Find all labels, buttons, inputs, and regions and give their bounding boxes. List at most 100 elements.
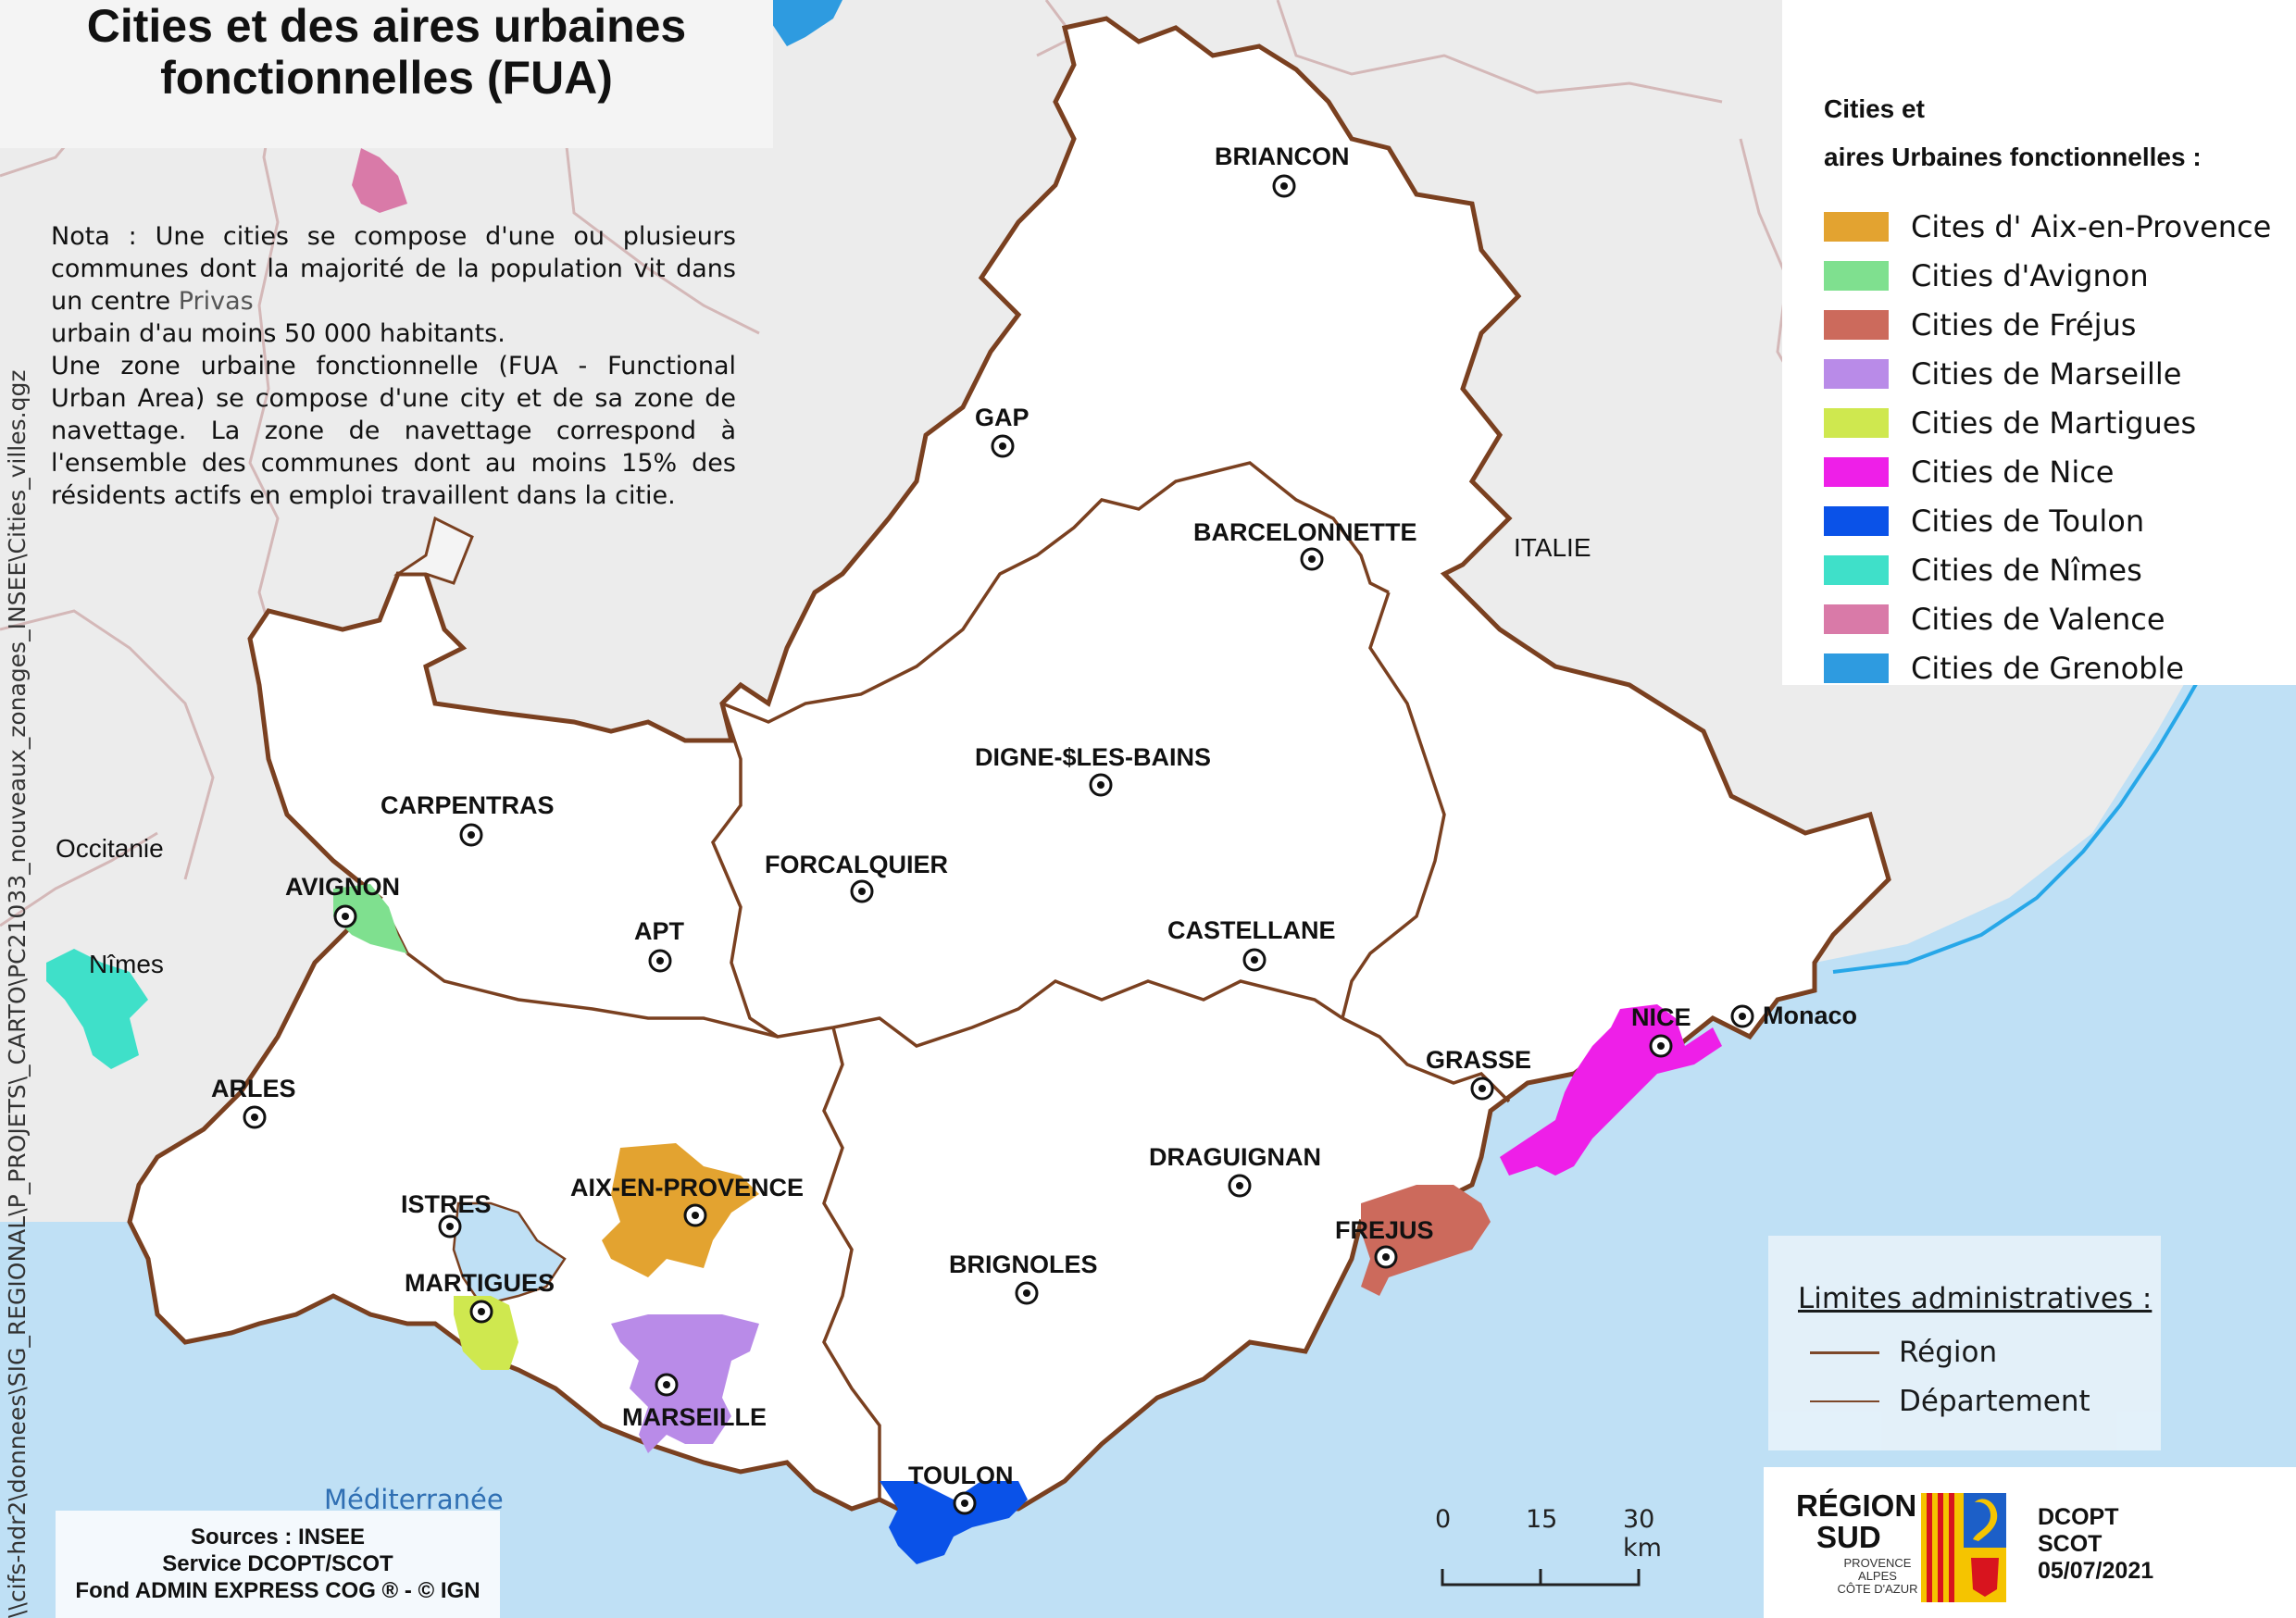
etang-de-berre: [452, 1201, 567, 1307]
label-mediterranee: Méditerranée: [324, 1484, 504, 1515]
departement-line-symbol: [1810, 1400, 1879, 1402]
limits-label-region: Région: [1899, 1336, 1998, 1369]
fua-frejus[interactable]: [1361, 1185, 1491, 1296]
sources-line3: Fond ADMIN EXPRESS COG ® - © IGN: [75, 1578, 480, 1603]
label-monaco: Monaco: [1763, 1002, 1857, 1029]
file-path-text: \\cifs-hdr2\donnees\SIG_REGIONAL\P_PROJE…: [4, 369, 31, 1618]
legend-title-line2: aires Urbaines fonctionnelles :: [1824, 143, 2202, 171]
scale-label-0: 0: [1435, 1505, 1452, 1534]
region-paca[interactable]: [127, 16, 1891, 1530]
scale-label-15: 15: [1526, 1505, 1558, 1534]
limits-panel: Limites administratives : Région Départe…: [1768, 1236, 2161, 1450]
credits-org: DCOPT: [2038, 1504, 2119, 1530]
label-toulon: TOULON: [908, 1462, 1014, 1489]
legend-item[interactable]: Cities de Valence: [1824, 594, 2271, 643]
limits-title: Limites administratives :: [1798, 1282, 2152, 1315]
label-draguignan: DRAGUIGNAN: [1149, 1143, 1321, 1171]
map-title: Cities et des aires urbaines fonctionnel…: [0, 0, 773, 104]
title-panel: Cities et des aires urbaines fonctionnel…: [0, 0, 773, 148]
legend-item-label: Cities d'Avignon: [1911, 257, 2149, 293]
nota-line3: Une zone urbaine fonctionnelle (FUA - Fu…: [51, 352, 736, 510]
label-forcalquier: FORCALQUIER: [765, 851, 948, 878]
legend-item-label: Cities de Valence: [1911, 601, 2165, 637]
label-martigues: MARTIGUES: [405, 1269, 555, 1297]
legend-item[interactable]: Cities d'Avignon: [1824, 251, 2271, 300]
legend-item[interactable]: Cites d' Aix-en-Provence: [1824, 202, 2271, 251]
legend-item[interactable]: Cities de Toulon: [1824, 496, 2271, 545]
legend-item-label: Cities de Marseille: [1911, 355, 2182, 392]
sources-line1: Sources : INSEE: [190, 1525, 366, 1550]
legend-item-label: Cities de Grenoble: [1911, 650, 2185, 686]
credits-date: 05/07/2021: [2038, 1558, 2154, 1584]
fua-valence[interactable]: [352, 148, 407, 213]
label-barcelonnette: BARCELONNETTE: [1193, 518, 1417, 546]
label-apt: APT: [634, 917, 685, 945]
scale-bar: [1441, 1569, 1641, 1587]
fua-marseille[interactable]: [611, 1314, 759, 1453]
legend-item-label: Cites d' Aix-en-Provence: [1911, 208, 2272, 244]
legend-swatch: [1824, 456, 1889, 487]
label-italie: ITALIE: [1514, 533, 1591, 562]
fua-aix[interactable]: [602, 1143, 759, 1277]
scale-label-30: 30 km: [1623, 1505, 1662, 1562]
legend-item[interactable]: Cities de Grenoble: [1824, 643, 2271, 692]
fua-grenoble[interactable]: [768, 0, 842, 46]
label-carpentras: CARPENTRAS: [381, 791, 555, 819]
fua-martigues[interactable]: [454, 1296, 518, 1370]
label-marseille: MARSEILLE: [622, 1403, 767, 1431]
legend-item[interactable]: Cities de Martigues: [1824, 398, 2271, 447]
logo-region: RÉGION: [1796, 1488, 1917, 1523]
map-title-line1: Cities et des aires urbaines: [86, 0, 687, 52]
label-occitanie: Occitanie: [56, 834, 164, 863]
legend-swatch: [1824, 653, 1889, 683]
label-briancon: BRIANCON: [1215, 143, 1350, 170]
fua-nimes[interactable]: [46, 949, 148, 1069]
label-istres: ISTRES: [401, 1190, 492, 1218]
map-title-line2: fonctionnelles (FUA): [160, 52, 613, 104]
credits-dept: SCOT: [2038, 1531, 2103, 1557]
region-line-symbol: [1810, 1350, 1879, 1354]
label-digne: DIGNE-$LES-BAINS: [975, 743, 1211, 771]
legend-item[interactable]: Cities de Nice: [1824, 447, 2271, 496]
label-aix: AIX-EN-PROVENCE: [570, 1174, 804, 1201]
logo-sud: SUD: [1816, 1520, 1881, 1554]
label-privas: Privas: [178, 287, 254, 316]
label-nimes: Nîmes: [89, 950, 164, 978]
sources-line2: Service DCOPT/SCOT: [162, 1551, 393, 1576]
legend-swatch: [1824, 604, 1889, 634]
label-avignon: AVIGNON: [285, 873, 400, 901]
legend-item-label: Cities de Fréjus: [1911, 306, 2137, 342]
scale-labels: 0 15 30 km: [1430, 1500, 1662, 1587]
enclave-boundary: [393, 516, 474, 585]
limits-label-departement: Département: [1899, 1385, 2090, 1418]
legend-item[interactable]: Cities de Fréjus: [1824, 300, 2271, 349]
label-arles: ARLES: [211, 1075, 296, 1102]
logo-sub3: CÔTE D'AZUR: [1837, 1582, 1918, 1596]
nota-line1: Nota : Une cities se compose d'une ou pl…: [51, 222, 736, 316]
legend-list: Cites d' Aix-en-Provence Cities d'Avigno…: [1824, 202, 2271, 692]
logo-panel: RÉGION SUD PROVENCE ALPES CÔTE D'AZUR DC…: [1764, 1467, 2296, 1618]
logo-sub2: ALPES: [1858, 1569, 1897, 1583]
limits-row-region: Région: [1810, 1336, 1997, 1369]
nota-text: Nota : Une cities se compose d'une ou pl…: [51, 220, 736, 512]
region-shield-icon: [1921, 1493, 2006, 1602]
legend-swatch: [1824, 260, 1889, 291]
label-castellane: CASTELLANE: [1167, 916, 1336, 944]
legend-item-label: Cities de Nice: [1911, 454, 2115, 490]
fua-avignon[interactable]: [333, 884, 407, 953]
sources-panel: Sources : INSEE Service DCOPT/SCOT Fond …: [56, 1511, 500, 1618]
fua-toulon[interactable]: [880, 1481, 1028, 1564]
label-nice: NICE: [1631, 1003, 1691, 1031]
label-brignoles: BRIGNOLES: [949, 1251, 1098, 1278]
legend-item[interactable]: Cities de Marseille: [1824, 349, 2271, 398]
logo-subtitle: PROVENCE ALPES CÔTE D'AZUR: [1836, 1557, 1919, 1596]
credits-block: DCOPT SCOT 05/07/2021: [2038, 1504, 2153, 1585]
legend-item[interactable]: Cities de Nîmes: [1824, 545, 2271, 594]
label-grasse: GRASSE: [1426, 1046, 1531, 1074]
legend-item-label: Cities de Martigues: [1911, 404, 2197, 441]
department-boundaries: [378, 461, 1511, 1500]
nota-line2: urbain d'au moins 50 000 habitants.: [51, 319, 505, 348]
legend-swatch: [1824, 554, 1889, 585]
